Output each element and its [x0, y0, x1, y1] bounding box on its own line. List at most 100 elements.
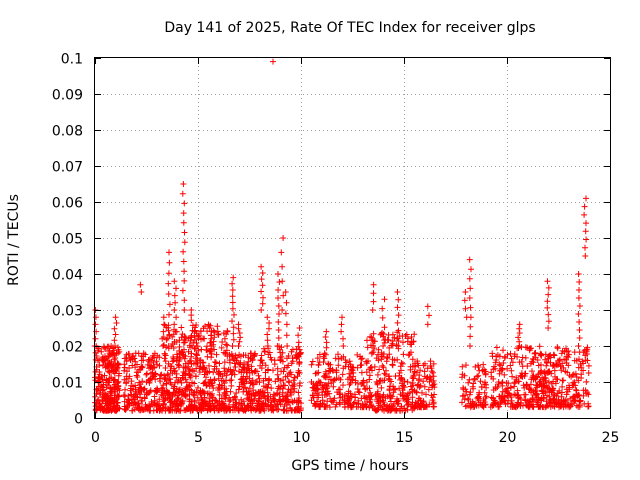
data-point — [540, 390, 547, 397]
data-point — [520, 382, 527, 389]
data-point — [501, 371, 508, 378]
data-point — [193, 340, 200, 346]
data-point — [92, 321, 99, 328]
data-point — [264, 314, 271, 321]
data-point — [229, 353, 236, 360]
data-point — [529, 395, 536, 401]
data-point — [342, 363, 349, 370]
data-point — [194, 360, 201, 367]
data-point — [218, 377, 225, 384]
data-point — [160, 328, 167, 335]
data-point — [265, 376, 272, 383]
data-point — [173, 351, 180, 358]
data-point — [374, 381, 381, 388]
data-point — [193, 330, 200, 337]
data-point — [153, 389, 160, 396]
data-point — [198, 346, 205, 353]
data-point — [576, 279, 583, 285]
data-point — [278, 353, 285, 360]
data-point — [181, 200, 188, 207]
data-point — [573, 402, 580, 409]
data-point — [122, 386, 128, 393]
data-point — [182, 376, 189, 383]
data-point — [551, 362, 558, 369]
data-point — [583, 236, 590, 243]
data-point — [403, 396, 410, 403]
data-point — [189, 322, 196, 329]
data-point — [377, 404, 384, 411]
data-point — [187, 374, 194, 381]
y-tick-label: 0.01 — [52, 376, 83, 392]
data-point — [550, 351, 557, 358]
data-point — [145, 356, 152, 363]
data-point — [123, 358, 130, 365]
data-point — [546, 399, 553, 406]
data-point — [258, 276, 265, 283]
data-point — [181, 307, 188, 313]
data-point — [395, 400, 402, 407]
data-point — [167, 363, 174, 370]
data-point — [308, 361, 315, 368]
data-point — [581, 203, 588, 210]
data-point — [544, 384, 551, 391]
data-point — [532, 375, 539, 382]
data-point — [370, 281, 377, 288]
data-point — [211, 365, 218, 372]
data-point — [356, 389, 363, 396]
data-point — [218, 384, 225, 391]
data-point — [268, 385, 275, 392]
data-point — [165, 377, 172, 384]
data-point — [125, 396, 132, 403]
data-point — [375, 346, 382, 353]
data-point — [331, 376, 338, 383]
data-point — [535, 362, 542, 369]
data-point — [236, 338, 243, 345]
data-point — [275, 327, 282, 333]
data-point — [408, 341, 415, 348]
data-point — [394, 319, 401, 326]
data-point — [545, 284, 552, 291]
data-point — [354, 351, 361, 358]
data-point — [380, 399, 387, 406]
data-point — [395, 296, 402, 303]
data-point — [288, 360, 295, 367]
data-point — [215, 369, 222, 376]
data-point — [261, 348, 268, 355]
data-point — [234, 354, 241, 361]
data-point — [357, 362, 364, 369]
data-point — [539, 404, 546, 410]
data-point — [578, 371, 585, 378]
data-point — [426, 312, 432, 319]
data-point — [323, 328, 330, 335]
data-point — [494, 384, 501, 391]
data-point — [431, 391, 438, 398]
data-point — [172, 403, 179, 410]
data-point — [508, 394, 515, 401]
data-point — [345, 400, 352, 407]
data-point — [466, 256, 473, 263]
data-point — [500, 347, 506, 354]
data-point — [358, 395, 365, 402]
data-point — [370, 298, 377, 305]
data-point — [179, 372, 186, 379]
data-point — [533, 392, 540, 399]
data-point — [545, 311, 552, 318]
data-point — [415, 362, 422, 369]
data-point — [545, 325, 552, 331]
data-point — [166, 249, 172, 256]
data-point — [94, 385, 101, 392]
data-point — [546, 393, 553, 400]
data-point — [148, 370, 154, 377]
data-point — [355, 388, 362, 395]
data-point — [503, 380, 510, 386]
data-point — [309, 384, 316, 391]
data-point — [366, 372, 373, 379]
data-point — [276, 311, 282, 317]
data-point — [346, 358, 353, 365]
data-point — [240, 352, 247, 359]
data-point — [516, 338, 523, 345]
data-point — [389, 331, 396, 338]
data-point — [564, 388, 571, 395]
data-point — [545, 291, 552, 298]
x-tick-label: 25 — [602, 430, 620, 446]
